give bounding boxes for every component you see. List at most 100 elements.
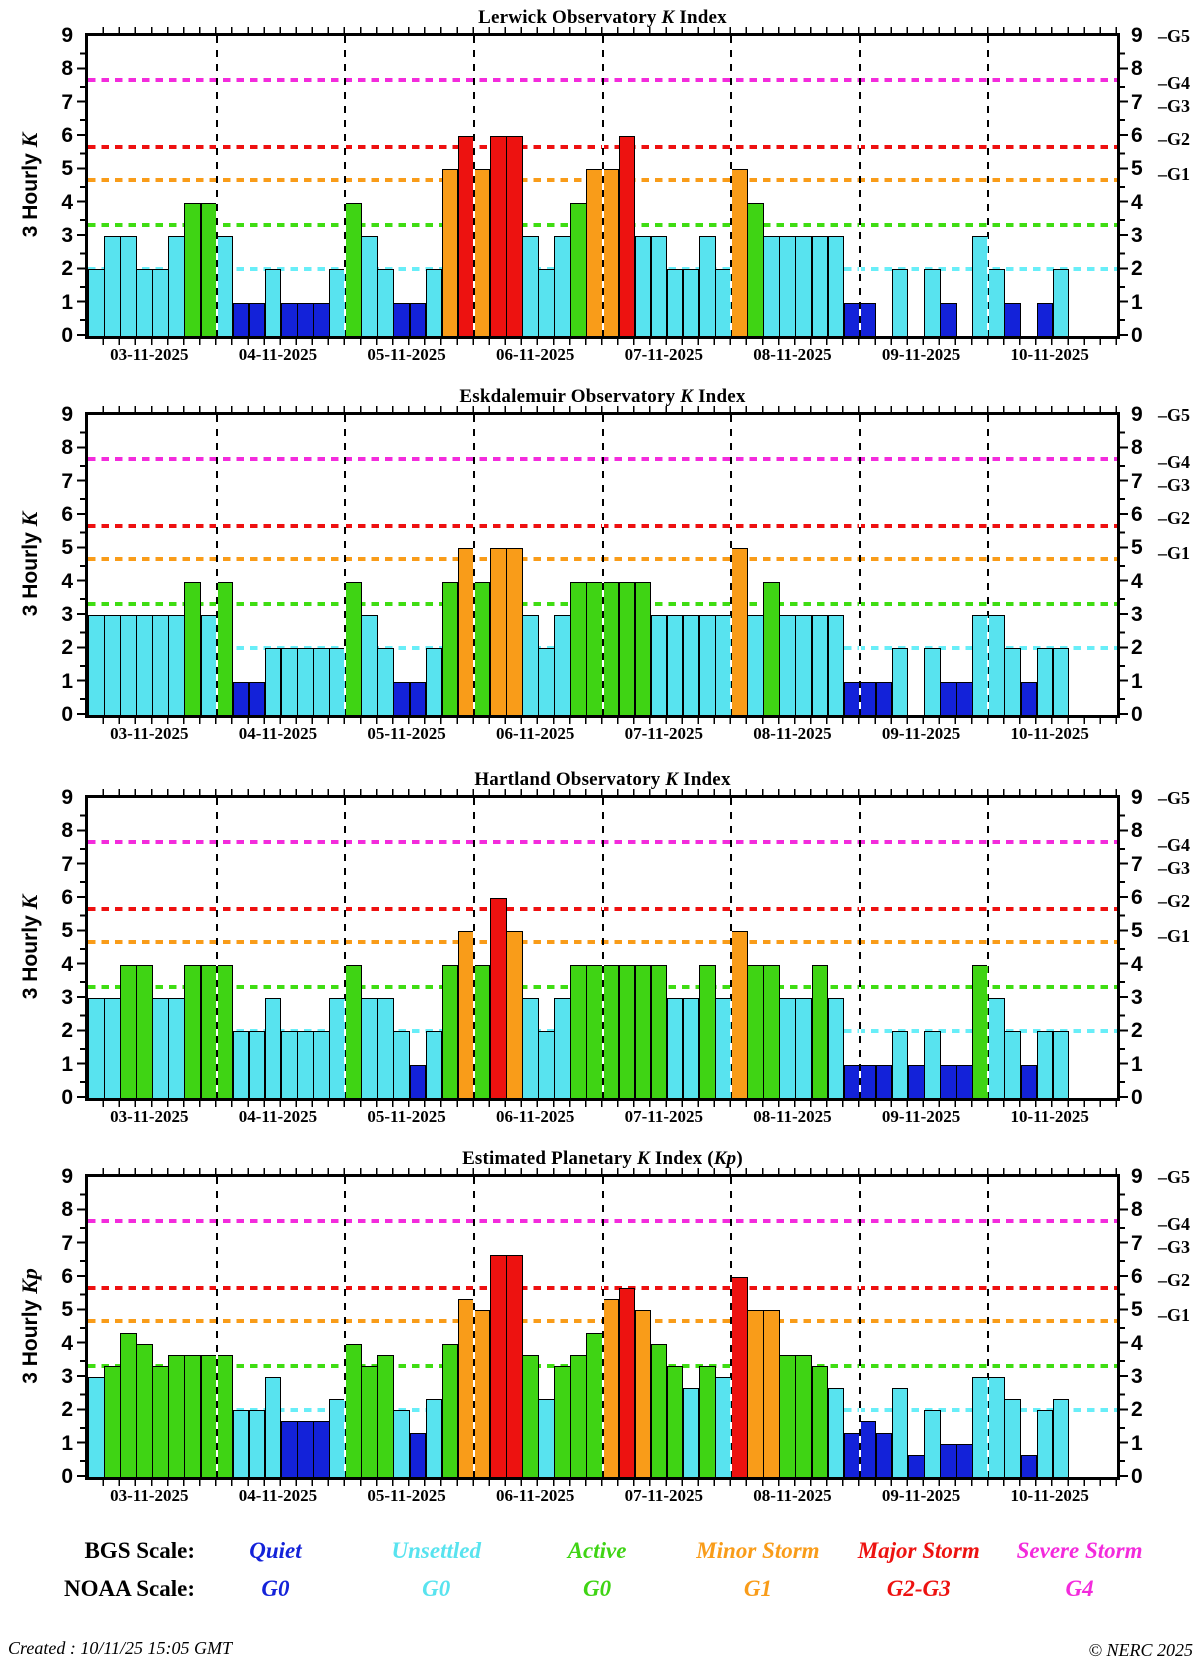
k-bar	[972, 1377, 989, 1477]
y-tick-label: 6	[1131, 503, 1143, 526]
k-bar	[763, 236, 780, 336]
y-tick-label: 0	[61, 1086, 73, 1109]
k-bar	[216, 236, 234, 336]
k-bar	[940, 1443, 957, 1477]
day-boundary-line-overlay	[730, 415, 733, 715]
k-bar	[988, 998, 1005, 1098]
g-scale-label: –G4	[1158, 834, 1191, 855]
day-boundary-line-overlay	[858, 415, 861, 715]
x-date-label: 09-11-2025	[881, 1107, 961, 1126]
g-scale-label: –G3	[1158, 475, 1191, 495]
k-bar	[104, 998, 121, 1098]
k-bar	[747, 202, 764, 336]
plot-area: 0 0 1 1 2 2 3 3 4 4 5 5 6 6 7 7 8 8 9 9 –G5 –G4 –G3 –G2 –G1	[61, 787, 1190, 1109]
k-bar	[264, 648, 282, 715]
y-tick-label: 4	[61, 1331, 73, 1355]
y-axis-ticks-right	[1120, 415, 1128, 715]
k-bar	[650, 1343, 668, 1477]
x-date-label: 09-11-2025	[881, 345, 961, 364]
y-tick-label: 3	[61, 986, 73, 1009]
day-boundary-line-overlay	[215, 36, 218, 336]
g-scale-label: –G1	[1158, 164, 1191, 185]
k-bar	[441, 964, 459, 1098]
k-bar	[698, 1366, 716, 1477]
k-bar	[264, 998, 282, 1098]
k-bar	[441, 169, 459, 336]
k-bar	[779, 615, 796, 715]
k-bar	[345, 581, 362, 715]
y-tick-label: 1	[1131, 669, 1143, 693]
k-bar	[972, 964, 989, 1098]
y-tick-label: 1	[1131, 1052, 1143, 1076]
y-tick-label: 8	[61, 1198, 73, 1222]
created-timestamp: Created : 10/11/25 15:05 GMT	[8, 1638, 232, 1658]
day-boundary-line-overlay	[987, 798, 990, 1098]
k-bar	[650, 615, 668, 715]
y-tick-label: 7	[61, 852, 73, 876]
k-bar	[425, 648, 443, 715]
x-date-label: 06-11-2025	[495, 345, 575, 364]
k-bar	[602, 964, 620, 1098]
k-bar	[200, 202, 218, 336]
y-tick-label: 3	[61, 224, 73, 247]
k-bar	[907, 1454, 925, 1477]
k-bar	[120, 236, 137, 336]
k-bar	[409, 302, 427, 336]
k-bar	[88, 615, 105, 715]
x-axis-ticks-top	[88, 406, 1117, 412]
day-boundary-line-overlay	[601, 798, 604, 1098]
y-tick-label: 8	[1131, 57, 1143, 81]
k-bar	[1004, 302, 1022, 336]
y-tick-label: 4	[1131, 569, 1143, 593]
plot-area: 0 0 1 1 2 2 3 3 4 4 5 5 6 6 7 7 8 8 9 9 –G5 –G4 –G3 –G2 –G1	[61, 404, 1190, 726]
x-date-label: 10-11-2025	[1010, 1486, 1089, 1505]
k-bar	[473, 964, 491, 1098]
k-bar	[1020, 1454, 1038, 1477]
k-bar	[120, 615, 137, 715]
x-axis-ticks-top	[88, 1168, 1117, 1174]
k-bar	[313, 1031, 330, 1098]
k-bar	[88, 1377, 105, 1477]
k-bar	[216, 581, 234, 715]
y-tick-label: 0	[1131, 1086, 1143, 1109]
chart-title: Estimated Planetary K Index (Kp)	[462, 1148, 743, 1169]
y-tick-label: 7	[61, 90, 73, 114]
k-bar	[586, 169, 603, 336]
k-bar	[827, 1388, 845, 1477]
y-tick-label: 1	[1131, 1431, 1143, 1455]
chart-panel-hartland: Hartland Observatory K Index 3 Hourly K …	[0, 769, 1203, 1143]
k-bar	[763, 964, 780, 1098]
k-bar	[940, 1064, 957, 1098]
g-scale-label: –G2	[1158, 1270, 1191, 1291]
day-boundary-line-overlay	[601, 1177, 604, 1477]
k-bar	[264, 269, 282, 336]
y-tick-label: 4	[61, 952, 73, 976]
y-tick-label: 5	[1131, 157, 1143, 181]
k-bar	[891, 269, 909, 336]
k-bar	[1004, 1031, 1022, 1098]
x-date-label: 03-11-2025	[110, 345, 189, 364]
y-tick-label: 5	[61, 1298, 73, 1322]
k-bar	[522, 998, 539, 1098]
y-axis-label: 3 Hourly K	[17, 894, 42, 1000]
k-bar	[618, 581, 636, 715]
k-bar	[698, 236, 716, 336]
x-date-label: 10-11-2025	[1010, 724, 1089, 743]
k-bar	[907, 1064, 925, 1098]
day-boundary-line-overlay	[858, 1177, 861, 1477]
y-tick-label: 2	[1131, 257, 1143, 281]
k-bar	[988, 615, 1005, 715]
k-bar	[377, 648, 394, 715]
y-tick-label: 6	[1131, 1265, 1143, 1288]
k-bar	[827, 236, 845, 336]
k-bar	[152, 615, 169, 715]
y-tick-label: 4	[61, 190, 73, 214]
k-bar	[634, 964, 652, 1098]
x-date-label: 09-11-2025	[881, 1486, 961, 1505]
k-bar	[554, 615, 571, 715]
x-date-label: 08-11-2025	[753, 345, 832, 364]
x-date-label: 05-11-2025	[367, 1486, 446, 1505]
k-bar	[570, 202, 587, 336]
g-scale-label: –G5	[1158, 1167, 1191, 1187]
y-tick-label: 8	[1131, 819, 1143, 843]
